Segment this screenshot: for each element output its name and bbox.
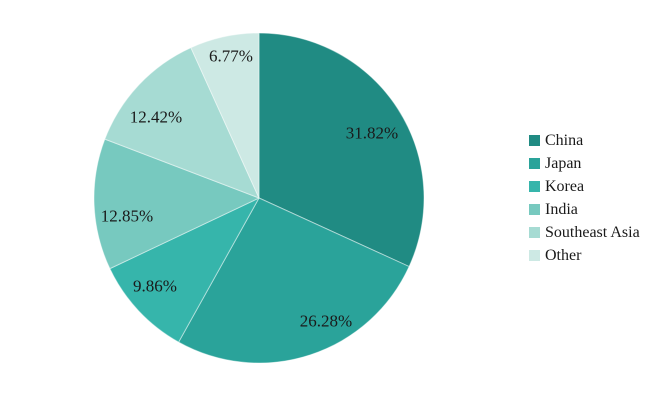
legend-swatch-southeast-asia-icon	[529, 227, 540, 238]
legend-label-india: India	[545, 200, 578, 218]
pie-slice-other	[190, 32, 260, 199]
legend-swatch-japan-icon	[529, 158, 540, 169]
slice-label-china: 31.82%	[346, 124, 398, 143]
legend-item-other: Other	[529, 244, 640, 267]
legend-swatch-china-icon	[529, 135, 540, 146]
legend-label-china: China	[545, 131, 584, 149]
legend-item-japan: Japan	[529, 152, 640, 175]
legend-item-india: India	[529, 198, 640, 221]
pie-slice-japan	[178, 197, 410, 364]
slice-label-other: 6.77%	[209, 47, 253, 66]
pie-slice-india	[93, 138, 260, 270]
slice-label-korea: 9.86%	[133, 277, 177, 296]
legend: China Japan Korea India Southeast Asia O…	[529, 129, 640, 267]
legend-label-other: Other	[545, 246, 582, 264]
legend-item-southeast-asia: Southeast Asia	[529, 221, 640, 244]
pie-slice-korea	[109, 197, 260, 343]
legend-label-japan: Japan	[545, 154, 582, 172]
pie-slice-china	[258, 32, 425, 268]
pie-slice-southeast-asia	[104, 47, 260, 199]
slice-label-japan: 26.28%	[300, 312, 352, 331]
legend-swatch-korea-icon	[529, 181, 540, 192]
slice-label-india: 12.85%	[101, 207, 153, 226]
slice-label-southeast-asia: 12.42%	[130, 108, 182, 127]
legend-item-china: China	[529, 129, 640, 152]
legend-swatch-other-icon	[529, 250, 540, 261]
legend-item-korea: Korea	[529, 175, 640, 198]
legend-label-southeast-asia: Southeast Asia	[545, 223, 640, 241]
legend-label-korea: Korea	[545, 177, 585, 195]
legend-swatch-india-icon	[529, 204, 540, 215]
